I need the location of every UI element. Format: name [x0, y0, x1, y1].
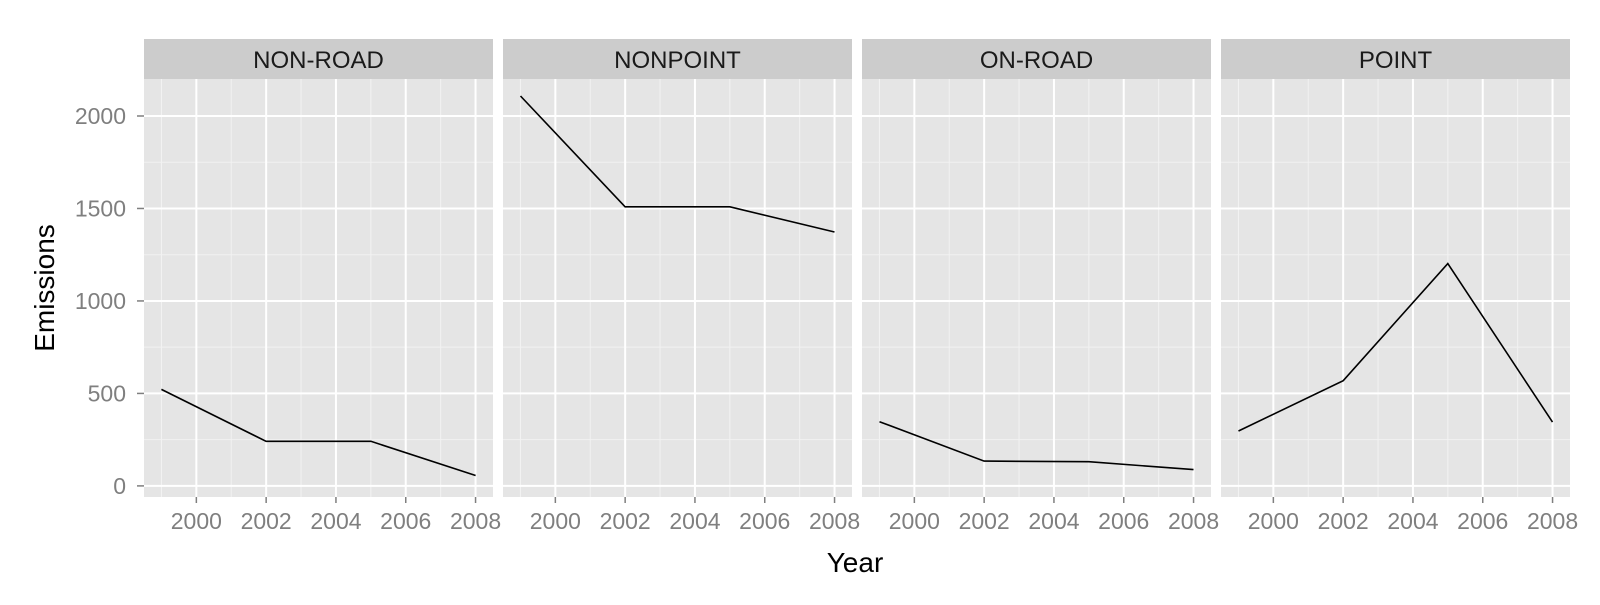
- facet-panel-background: [1221, 79, 1570, 497]
- x-tick-label: 2002: [600, 508, 651, 534]
- x-tick-label: 2008: [1168, 508, 1219, 534]
- x-axis-label: Year: [827, 547, 884, 578]
- facet-strip-label: NON-ROAD: [253, 47, 384, 74]
- x-tick-label: 2002: [959, 508, 1010, 534]
- x-tick-label: 2000: [171, 508, 222, 534]
- x-tick-label: 2000: [530, 508, 581, 534]
- x-tick-label: 2008: [809, 508, 860, 534]
- x-tick-label: 2002: [241, 508, 292, 534]
- series-line: [519, 95, 835, 233]
- x-tick-label: 2004: [669, 508, 720, 534]
- y-axis-label: Emissions: [29, 224, 60, 352]
- x-tick-label: 2006: [739, 508, 790, 534]
- x-tick-label: 2006: [1098, 508, 1149, 534]
- y-tick-label: 2000: [75, 103, 126, 129]
- facet-panel-background: [503, 79, 852, 497]
- x-tick-label: 2000: [889, 508, 940, 534]
- y-tick-label: 500: [88, 380, 126, 406]
- facet-strip: [1221, 39, 1570, 79]
- x-tick-label: 2006: [1457, 508, 1508, 534]
- x-tick-label: 2008: [1527, 508, 1578, 534]
- facet-strip-label: POINT: [1359, 47, 1433, 74]
- facet-strip-label: NONPOINT: [614, 47, 741, 74]
- y-tick-label: 0: [113, 473, 126, 499]
- x-tick-label: 2004: [310, 508, 361, 534]
- x-tick-label: 2002: [1318, 508, 1369, 534]
- facet-strip-label: ON-ROAD: [980, 47, 1093, 74]
- x-tick-label: 2004: [1387, 508, 1438, 534]
- x-tick-label: 2006: [380, 508, 431, 534]
- series-line: [1238, 262, 1554, 432]
- series-line: [879, 420, 1194, 471]
- facet-strip: [144, 39, 493, 79]
- x-tick-label: 2000: [1248, 508, 1299, 534]
- facet-strip: [503, 39, 852, 79]
- series-line: [161, 388, 476, 477]
- y-tick-label: 1500: [75, 195, 126, 221]
- facet-strip: [862, 39, 1211, 79]
- x-tick-label: 2004: [1028, 508, 1079, 534]
- y-tick-label: 1000: [75, 288, 126, 314]
- facet-panel-background: [862, 79, 1211, 497]
- x-tick-label: 2008: [450, 508, 501, 534]
- facet-panel-background: [144, 79, 493, 497]
